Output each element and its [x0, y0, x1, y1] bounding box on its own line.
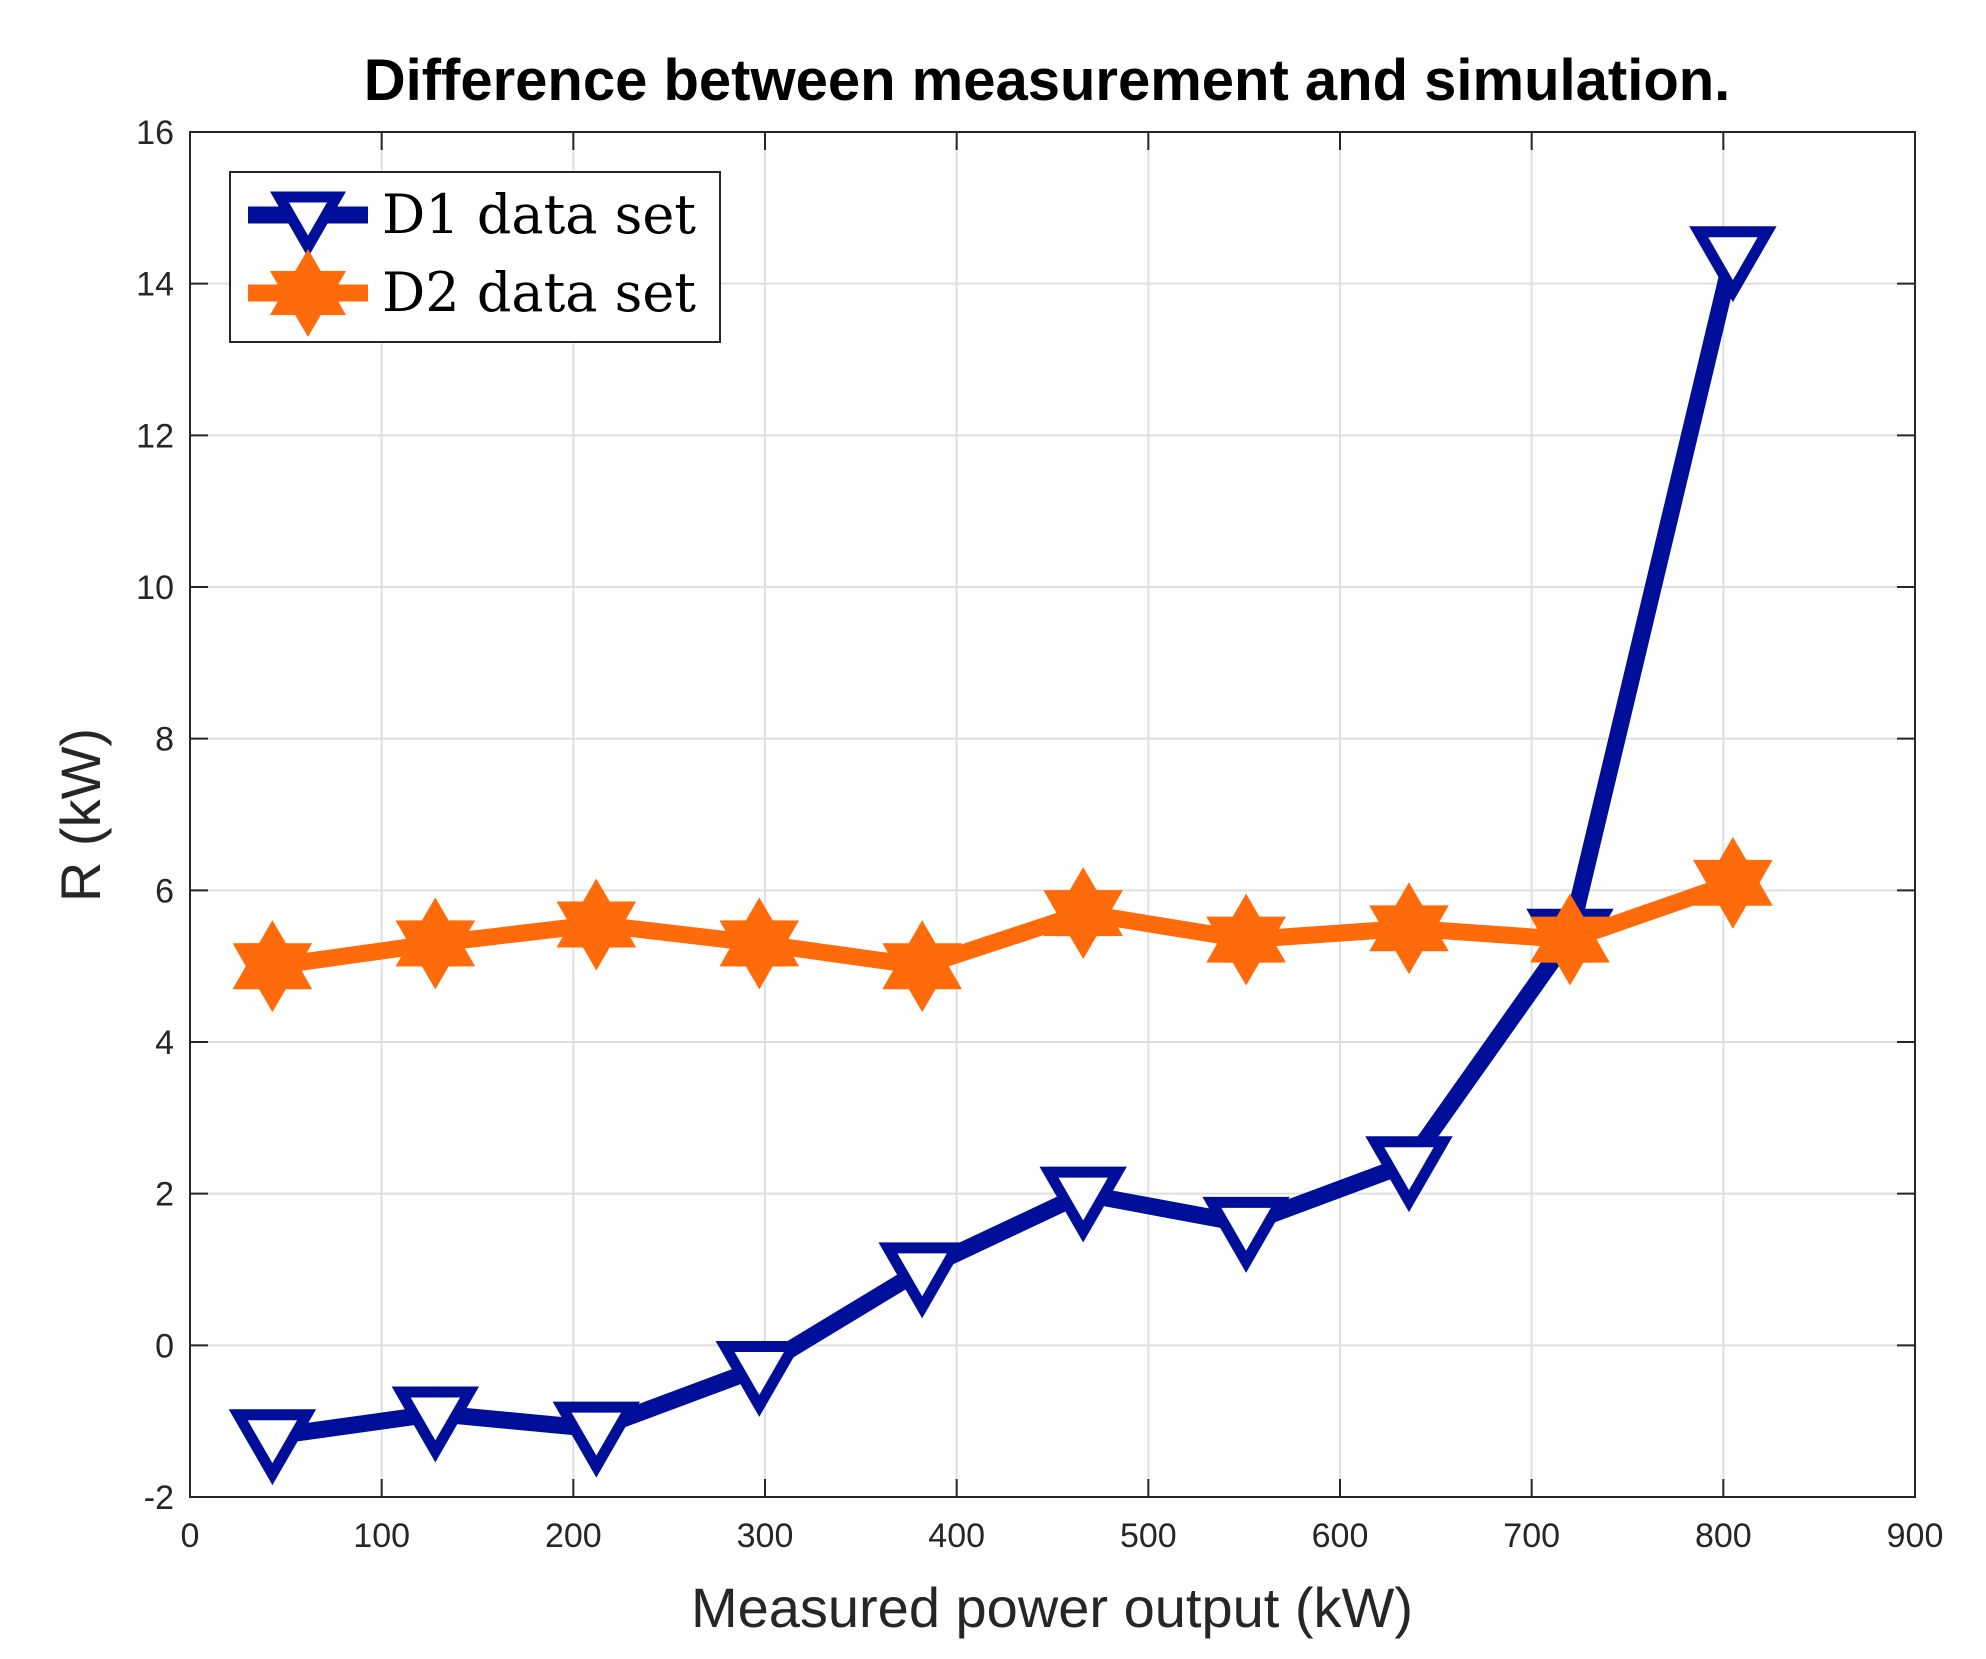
y-tick-label: -2 [144, 1479, 174, 1517]
data-point-marker [1693, 836, 1773, 929]
data-point-marker [1043, 867, 1123, 960]
legend-label: D1 data set [382, 183, 696, 246]
series-line [263, 244, 1742, 1445]
data-point-marker [1365, 1136, 1453, 1213]
data-point-marker [878, 1242, 966, 1319]
legend-label: D2 data set [382, 261, 696, 324]
x-tick-label: 300 [737, 1517, 794, 1555]
y-tick-label: 2 [155, 1176, 174, 1214]
data-point-marker [232, 920, 313, 1013]
x-tick-label: 100 [353, 1517, 410, 1555]
data-point-marker [1206, 893, 1286, 986]
x-tick-label: 200 [545, 1517, 602, 1555]
y-tick-label: 6 [155, 872, 174, 910]
legend-marker [270, 249, 346, 337]
x-tick-label: 900 [1887, 1517, 1944, 1555]
x-tick-label: 0 [181, 1517, 200, 1555]
chart-title: Difference between measurement and simul… [364, 48, 1731, 113]
y-tick-label: 12 [136, 417, 174, 455]
data-point-marker [552, 1401, 641, 1478]
y-tick-label: 0 [155, 1327, 174, 1365]
plot-area-frame [189, 131, 1916, 1498]
y-tick-label: 16 [136, 114, 174, 152]
data-point-marker [395, 897, 476, 990]
data-point-marker [1689, 226, 1777, 303]
data-point-marker [719, 897, 799, 990]
series-d2-data-set [232, 836, 1773, 1013]
y-axis-label: R (kW) [49, 728, 112, 902]
x-tick-label: 600 [1312, 1517, 1369, 1555]
data-point-marker [1202, 1196, 1290, 1273]
data-point-marker [882, 920, 962, 1013]
data-point-marker [391, 1386, 480, 1463]
data-point-marker [1039, 1166, 1127, 1243]
x-tick-label: 500 [1120, 1517, 1177, 1555]
y-tick-label: 4 [155, 1024, 174, 1062]
legend-entry: D1 data set [248, 183, 696, 258]
legend-marker [269, 191, 347, 258]
axis-ticks: 0 100 200 300 400 500 600 700 800 900-20246810121… [136, 114, 1943, 1555]
y-tick-label: 10 [136, 569, 174, 607]
legend-entry: D2 data set [248, 249, 696, 337]
x-tick-label: 400 [928, 1517, 985, 1555]
data-point-marker [1369, 882, 1449, 975]
data-point-marker [1530, 893, 1610, 986]
y-tick-label: 14 [136, 266, 174, 304]
x-axis-label: Measured power output (kW) [691, 1576, 1413, 1639]
data-series [228, 226, 1777, 1486]
x-tick-label: 800 [1695, 1517, 1752, 1555]
data-point-marker [715, 1340, 803, 1417]
y-tick-label: 8 [155, 721, 174, 759]
data-point-marker [556, 878, 637, 971]
legend: D1 data set D2 data set [229, 171, 721, 343]
data-point-marker [228, 1409, 317, 1486]
series-line [263, 874, 1742, 975]
x-tick-label: 700 [1503, 1517, 1560, 1555]
